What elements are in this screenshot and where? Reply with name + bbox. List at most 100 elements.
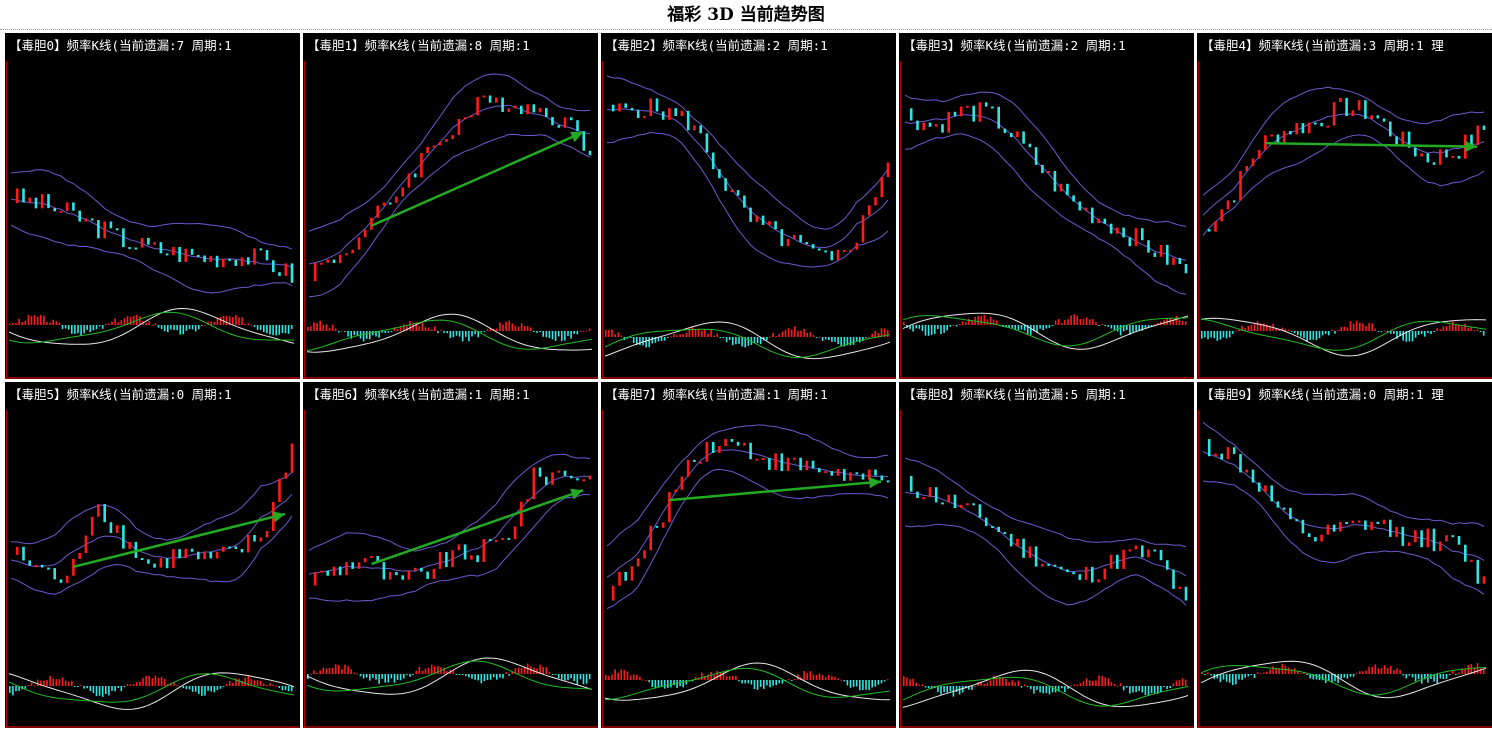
- macd-bar: [1399, 669, 1401, 674]
- macd-bar: [1396, 331, 1398, 339]
- candle: [1134, 228, 1138, 247]
- chart-panel-2: 【毒胆2】频率K线(当前遗漏:2 周期:1: [601, 33, 896, 379]
- macd-bar: [1433, 331, 1435, 332]
- macd-bar: [120, 320, 123, 325]
- macd-bar: [259, 325, 262, 330]
- candle: [680, 110, 684, 117]
- macd-bar: [673, 680, 675, 686]
- macd-bar: [117, 686, 119, 688]
- macd-bar: [1386, 668, 1389, 674]
- macd-bar: [818, 336, 821, 338]
- candle: [1476, 125, 1480, 146]
- macd-bar: [499, 322, 501, 331]
- macd-bar: [1300, 673, 1302, 675]
- macd-bar: [98, 686, 101, 696]
- candle: [215, 255, 219, 268]
- macd-bar: [1318, 331, 1321, 339]
- macd-bar: [1144, 325, 1147, 328]
- macd-bar: [955, 325, 958, 327]
- candle: [1134, 545, 1138, 550]
- macd-bar: [855, 680, 858, 687]
- candle: [209, 551, 213, 559]
- macd-bar: [1430, 674, 1432, 679]
- candle: [1289, 507, 1292, 520]
- candle: [501, 97, 504, 112]
- macd-bar: [486, 674, 489, 680]
- candle: [922, 122, 925, 131]
- candle: [1426, 153, 1430, 163]
- page-title: 福彩 3D 当前趋势图: [0, 0, 1492, 30]
- macd-bar: [1405, 674, 1408, 679]
- macd-bar: [480, 674, 483, 684]
- macd-bar: [132, 315, 135, 325]
- candle: [203, 551, 206, 560]
- macd-bar: [1476, 329, 1479, 331]
- macd-bar: [1207, 331, 1209, 340]
- macd-bar: [564, 674, 566, 681]
- macd-bar: [105, 686, 107, 694]
- macd-bar: [958, 686, 961, 695]
- macd-bar: [1005, 325, 1007, 328]
- macd-bar: [1092, 319, 1094, 325]
- macd-slow-line: [1200, 664, 1487, 696]
- macd-bar: [1207, 672, 1209, 674]
- candle: [313, 262, 317, 282]
- candle: [1128, 237, 1132, 247]
- macd-bar: [173, 325, 175, 331]
- candle: [824, 471, 827, 474]
- macd-bar: [489, 674, 492, 680]
- candle: [972, 503, 975, 506]
- macd-bar: [1030, 686, 1032, 689]
- macd-bar: [1411, 331, 1414, 342]
- macd-bar: [369, 331, 371, 340]
- macd-bar: [427, 667, 430, 674]
- candle: [1307, 533, 1311, 537]
- macd-fast-line: [8, 672, 295, 710]
- macd-bar: [1393, 331, 1395, 334]
- candle: [1301, 519, 1305, 534]
- macd-bar: [406, 326, 408, 331]
- candle: [1457, 536, 1461, 545]
- candle: [836, 469, 840, 476]
- macd-bar: [1479, 331, 1482, 332]
- candle: [886, 162, 890, 178]
- macd-bar: [505, 672, 507, 674]
- macd-bar: [865, 337, 867, 338]
- macd-bar: [1349, 321, 1352, 331]
- candle: [1326, 125, 1330, 128]
- macd-bar: [1070, 685, 1072, 687]
- candle: [122, 228, 125, 248]
- macd-bar: [849, 337, 852, 346]
- macd-bar: [657, 337, 660, 342]
- macd-bar: [108, 686, 110, 696]
- trend-arrow-head: [570, 488, 583, 500]
- macd-bar: [359, 674, 362, 677]
- macd-bar: [21, 322, 23, 325]
- candle: [40, 564, 44, 568]
- macd-bar: [937, 686, 939, 693]
- candle: [47, 194, 50, 209]
- macd-bar: [1166, 317, 1168, 325]
- macd-bar: [517, 326, 520, 331]
- candle: [320, 262, 323, 265]
- candle: [947, 494, 950, 503]
- band-upper: [606, 424, 889, 547]
- macd-bar: [1160, 686, 1162, 693]
- candle: [693, 459, 696, 462]
- candle: [630, 107, 634, 111]
- candle: [357, 237, 361, 250]
- macd-bar: [582, 674, 585, 685]
- macd-bar: [1244, 328, 1246, 331]
- candle: [1282, 507, 1286, 510]
- candle: [730, 190, 734, 193]
- candle: [338, 254, 342, 264]
- macd-bar: [250, 324, 253, 326]
- band-lower: [1202, 134, 1485, 236]
- macd-bar: [1368, 666, 1370, 674]
- macd-bar: [347, 666, 349, 674]
- macd-bar: [812, 674, 815, 680]
- macd-bar: [1039, 686, 1041, 693]
- macd-bar: [877, 333, 880, 337]
- macd-bar: [1250, 674, 1253, 675]
- macd-bar: [1172, 683, 1175, 686]
